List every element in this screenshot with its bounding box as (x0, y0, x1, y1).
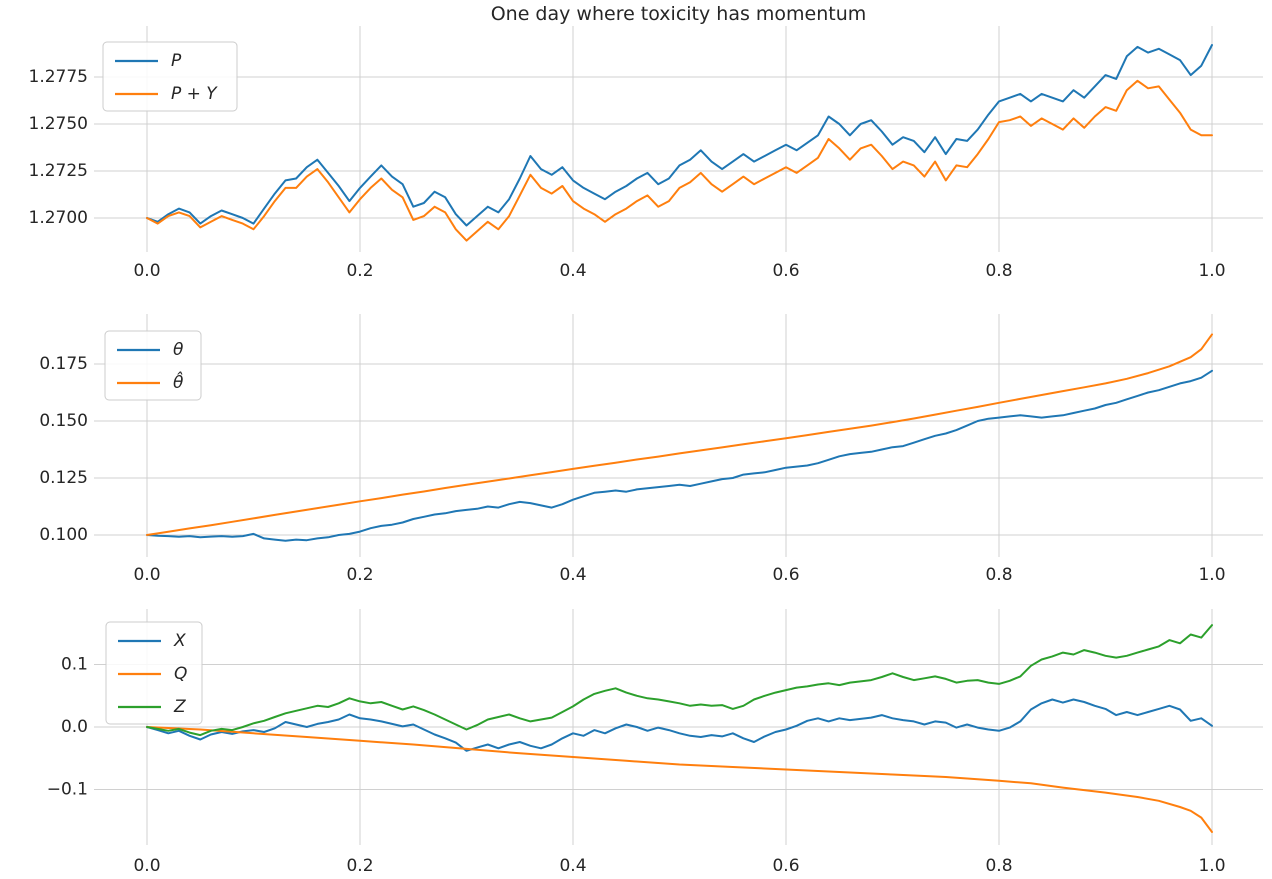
x-tick-label: 0.2 (346, 261, 373, 281)
x-tick-label: 0.6 (772, 565, 799, 585)
y-tick-label: 0.125 (39, 468, 88, 488)
subplot-price: 0.0 0.2 0.4 0.6 0.8 1.0 1.2700 1.2725 1.2750 1.27… (0, 0, 1272, 300)
x-tick-label: 0.2 (346, 565, 373, 585)
series-P (146, 44, 1213, 227)
legend-label: Q (174, 664, 187, 684)
y-tick-label: 0.1 (61, 655, 88, 675)
subplot-theta: 0.0 0.2 0.4 0.6 0.8 1.0 0.100 0.125 0.150 0.175 θ θ… (0, 300, 1272, 595)
x-tick-label: 0.0 (133, 856, 160, 876)
legend-label: θ̂ (173, 370, 184, 393)
legend: XQZ (105, 621, 203, 725)
y-tick-label: 1.2750 (29, 114, 88, 134)
x-tick-label: 0.8 (985, 856, 1012, 876)
series-X (146, 698, 1213, 752)
x-tick-label: 0.2 (346, 856, 373, 876)
legend-label: θ (173, 340, 184, 360)
x-tick-label: 0.6 (772, 261, 799, 281)
legend-label: Z (173, 697, 186, 717)
theta-chart: 0.0 0.2 0.4 0.6 0.8 1.0 0.100 0.125 0.150 0.175 θθ… (39, 314, 1263, 585)
series-Z (146, 624, 1213, 737)
legend: θ θ̂ (104, 330, 202, 401)
x-tick-label: 0.4 (559, 856, 586, 876)
legend-box (104, 330, 202, 401)
legend-label: X (173, 631, 186, 651)
series-θ̂ (146, 333, 1213, 536)
price-chart: 0.0 0.2 0.4 0.6 0.8 1.0 1.2700 1.2725 1.2750 1.27… (29, 26, 1263, 281)
subplot-inventory: 0.0 0.2 0.4 0.6 0.8 1.0 −0.1 0.0 0.1 X Q Z (0, 595, 1272, 879)
x-tick-label: 0.4 (559, 565, 586, 585)
x-tick-label: 0.8 (985, 565, 1012, 585)
x-tick-label: 1.0 (1198, 856, 1225, 876)
y-tick-label: 1.2700 (29, 208, 88, 228)
x-tick-label: 1.0 (1198, 565, 1225, 585)
series-Q (146, 726, 1213, 833)
series-θ (146, 369, 1213, 542)
y-tick-label: −0.1 (47, 780, 88, 800)
x-tick-label: 0.8 (985, 261, 1012, 281)
x-tick-label: 1.0 (1198, 261, 1225, 281)
legend-label: P + Y (171, 84, 218, 104)
x-tick-label: 0.0 (133, 565, 160, 585)
legend-label: P (171, 51, 182, 71)
x-tick-label: 0.6 (772, 856, 799, 876)
y-tick-label: 0.100 (39, 525, 88, 545)
legend-box (102, 41, 238, 112)
x-tick-label: 0.0 (133, 261, 160, 281)
y-tick-label: 0.150 (39, 411, 88, 431)
legend: P P + Y (102, 41, 238, 112)
x-tick-label: 0.4 (559, 261, 586, 281)
figure-title: One day where toxicity has momentum (490, 3, 867, 25)
y-tick-label: 1.2725 (29, 161, 88, 181)
y-tick-label: 0.175 (39, 354, 88, 374)
series-P + Y (146, 79, 1213, 242)
y-tick-label: 1.2775 (29, 67, 88, 87)
y-tick-label: 0.0 (61, 717, 88, 737)
inventory-chart: 0.0 0.2 0.4 0.6 0.8 1.0 −0.1 0.0 0.1 XQZ (47, 609, 1263, 876)
